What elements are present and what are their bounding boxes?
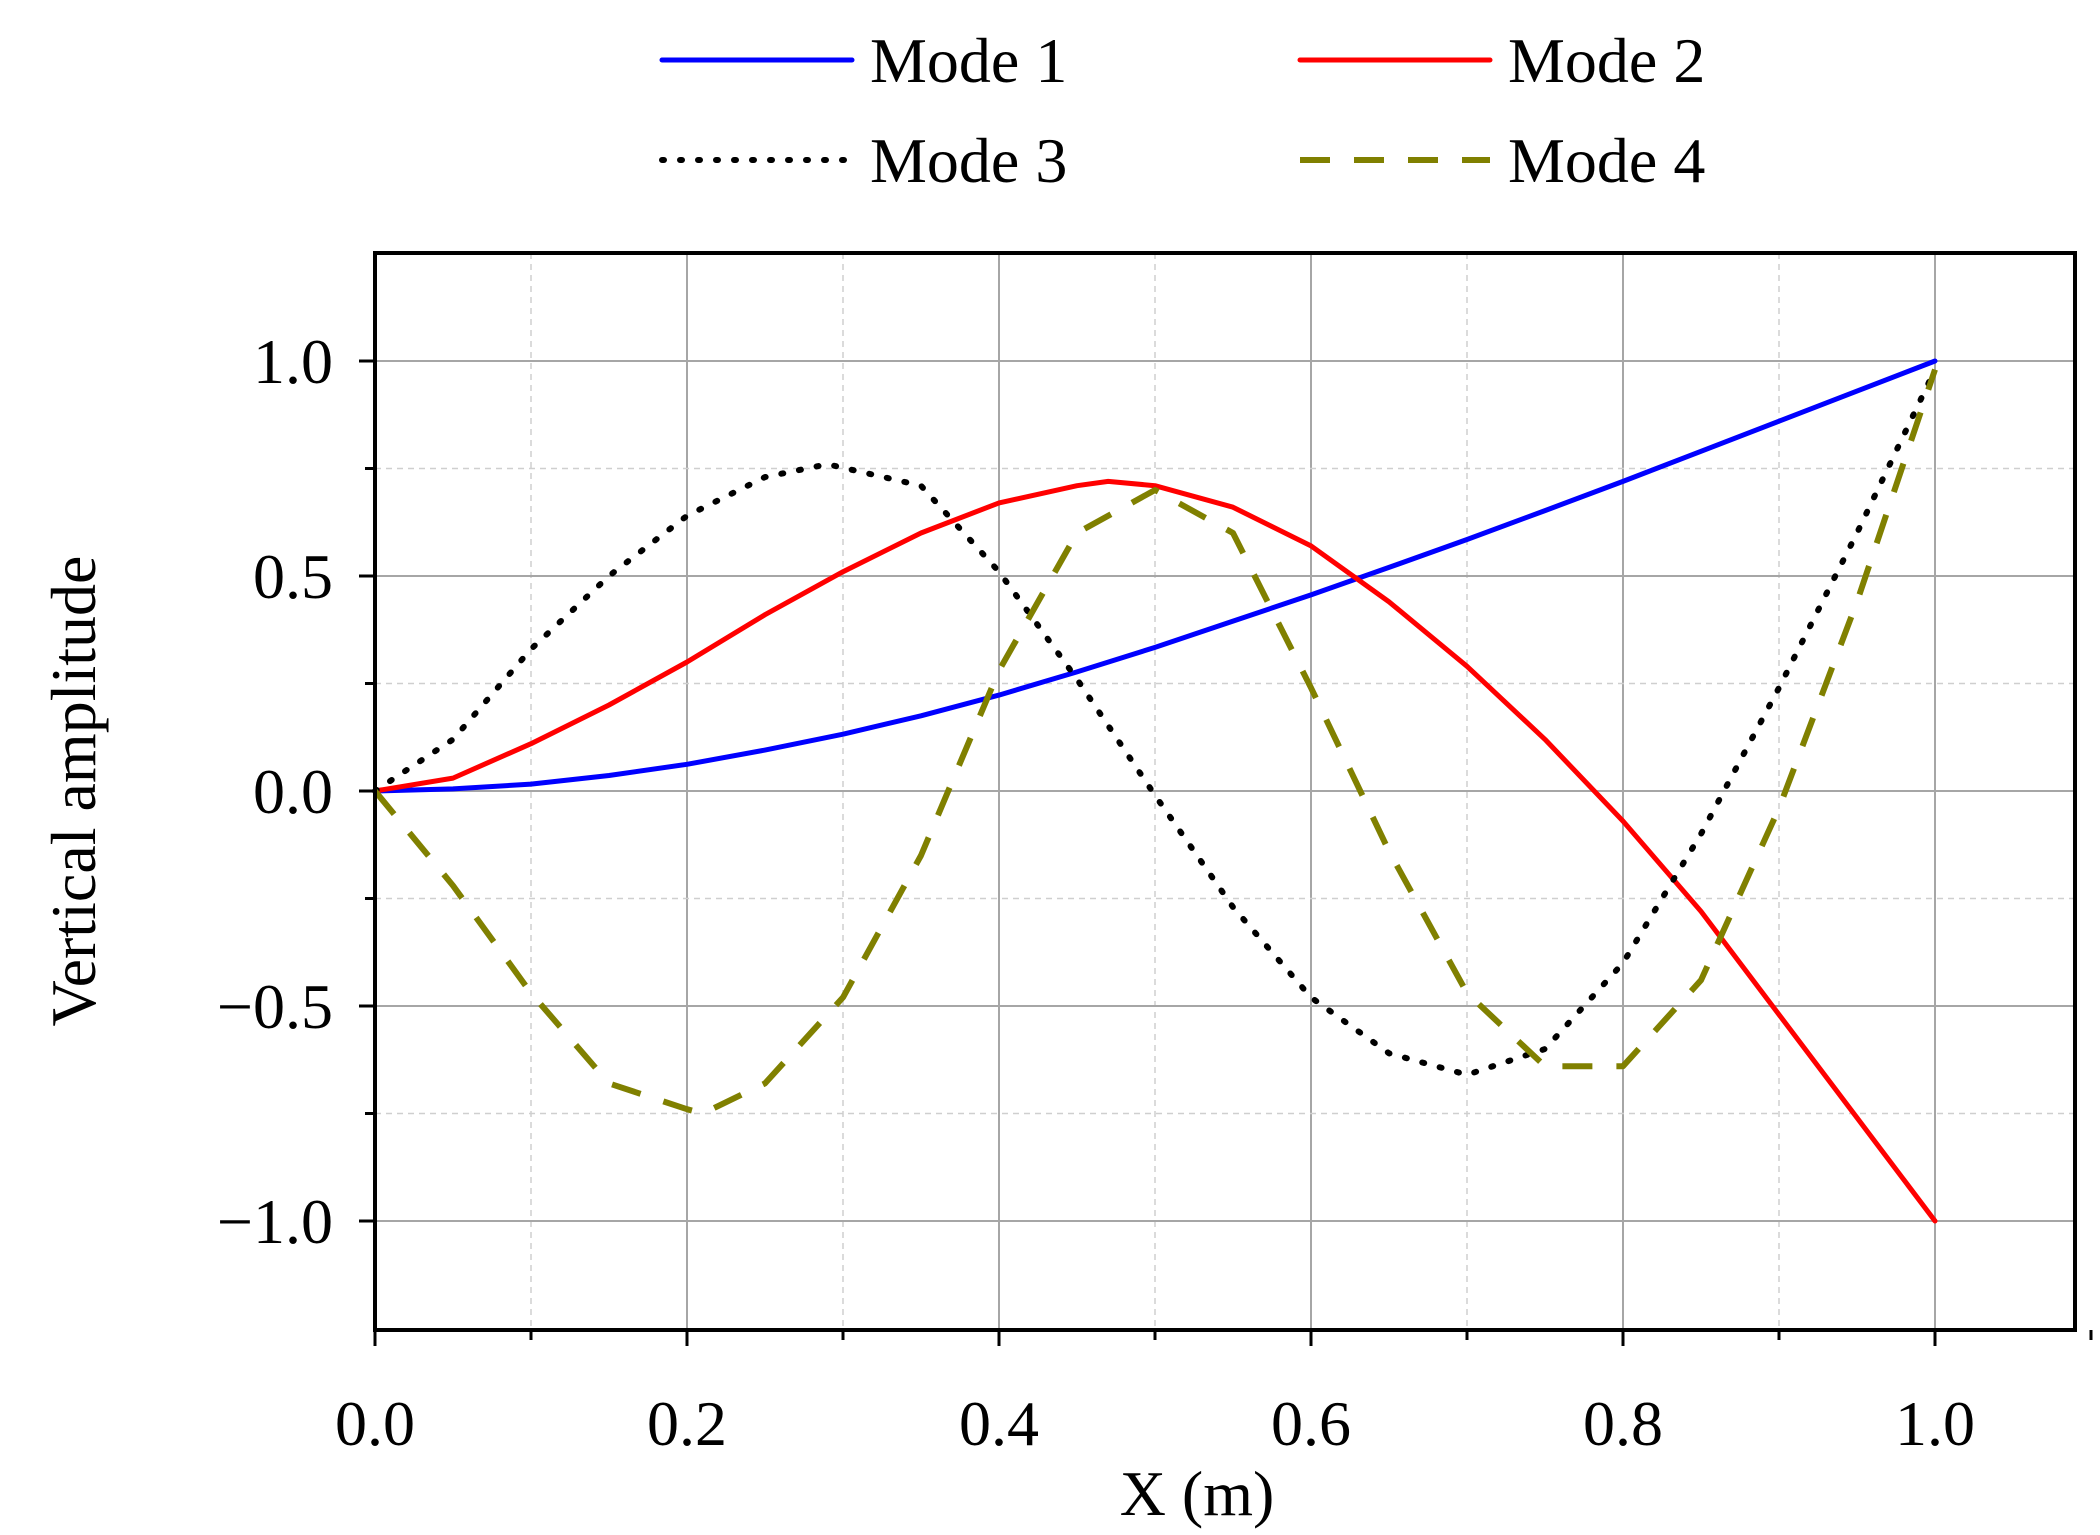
x-tick-label: 0.4 (959, 1388, 1039, 1459)
legend-label: Mode 4 (1508, 125, 1705, 196)
legend-label: Mode 3 (870, 125, 1067, 196)
y-tick-label: 1.0 (253, 326, 333, 397)
y-tick-label: −0.5 (217, 971, 333, 1042)
y-tick-label: 0.5 (253, 541, 333, 612)
axes: 0.0 0.2 0.4 0.6 0.8 1.0 1.0 0.5 0.0 −0.5 −1.0 (217, 251, 2093, 1459)
y-tick-label: 0.0 (253, 756, 333, 827)
y-axis-title: Vertical amplitude (38, 556, 109, 1027)
grid (374, 253, 2075, 1330)
legend-label: Mode 1 (870, 25, 1067, 96)
y-tick-label: −1.0 (217, 1186, 333, 1257)
plot-series (372, 358, 1938, 1224)
x-tick-label: 1.0 (1895, 1388, 1975, 1459)
axis-labels: X (m) Vertical amplitude (38, 556, 1274, 1529)
series-line-mode-1 (372, 358, 1938, 794)
x-tick-label: 0.2 (647, 1388, 727, 1459)
series-line-mode-3 (372, 366, 1938, 1078)
x-tick-label: 0.8 (1583, 1388, 1663, 1459)
x-axis-title: X (m) (1120, 1458, 1275, 1529)
series-line-mode-4 (372, 368, 1938, 1117)
x-tick-label: 0.6 (1271, 1388, 1351, 1459)
legend: Mode 1 Mode 2 Mode 3 Mode 4 (659, 25, 1705, 196)
x-tick-label: 0.0 (335, 1388, 415, 1459)
series-line-mode-2 (372, 478, 1938, 1224)
legend-label: Mode 2 (1508, 25, 1705, 96)
